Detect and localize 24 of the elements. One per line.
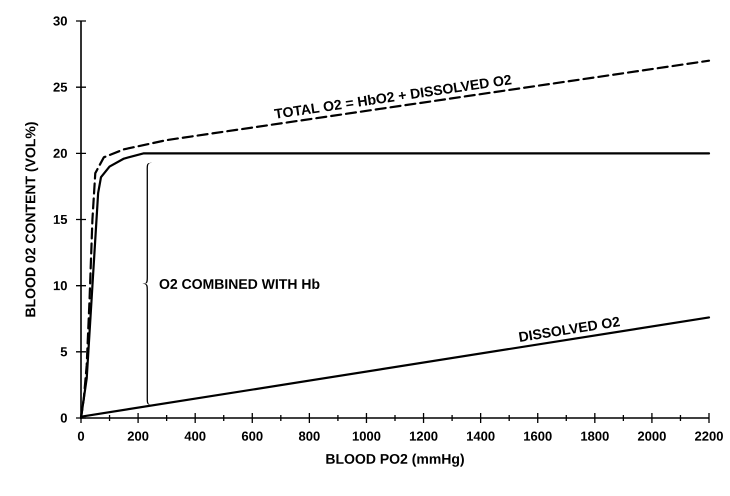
y-tick-label: 15	[54, 214, 68, 224]
y-tick-label: 30	[53, 16, 67, 26]
x-tick-label: 1600	[524, 432, 552, 441]
y-axis-title: BLOOD 02 CONTENT (VOL%)	[25, 122, 38, 317]
x-tick-label: 1200	[410, 432, 438, 441]
x-tick-label: 0	[78, 432, 84, 441]
y-tick-label: 0	[60, 413, 67, 423]
x-tick-label: 800	[298, 432, 320, 441]
text: TOTAL O2 = HbO2 + DISSOLVED O2	[274, 74, 512, 118]
x-tick-label: 1000	[352, 432, 380, 441]
annotation: O2 COMBINED WITH Hb	[160, 278, 320, 289]
x-tick-label: 400	[184, 432, 206, 441]
x-tick-label: 600	[242, 432, 263, 441]
x-tick-label: 2000	[638, 432, 666, 441]
x-axis-title: BLOOD PO2 (mmHg)	[326, 454, 464, 467]
x-tick-label: 2200	[695, 432, 723, 441]
x-tick-label: 1800	[581, 432, 609, 441]
y-tick-label: 20	[53, 148, 67, 158]
y-tick-label: 5	[60, 347, 68, 356]
y-tick-label: 10	[54, 281, 67, 290]
text: DISSOLVED O2	[518, 316, 620, 342]
y-tick-label: 25	[53, 82, 68, 92]
x-tick-label: 1400	[466, 432, 495, 441]
x-tick-label: 200	[128, 432, 148, 441]
